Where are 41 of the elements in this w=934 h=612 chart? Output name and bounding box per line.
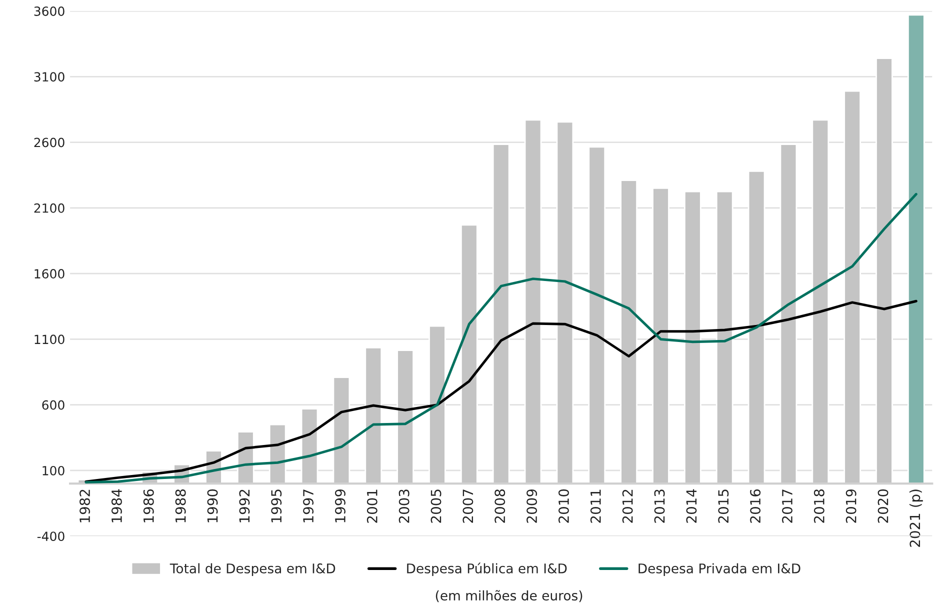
x-tick-label: 2021 (p) (909, 490, 923, 547)
x-tick-label: 1990 (207, 489, 218, 522)
x-tick-label: 2013 (654, 490, 665, 523)
x-tick-label: 2017 (782, 490, 792, 523)
y-tick-label: 1600 (34, 269, 64, 278)
x-tick-label: 1982 (80, 490, 90, 522)
x-tick-label: 2007 (462, 490, 474, 523)
x-tick-label: 2009 (526, 489, 538, 523)
x-tick-label: 1986 (143, 489, 154, 522)
y-tick-label: 2100 (34, 203, 64, 213)
legend-label: Total de Despesa em I&D (170, 563, 336, 576)
x-tick-label: 1984 (111, 489, 122, 522)
legend-label: Despesa Privada em I&D (638, 563, 800, 576)
y-tick-label: 100 (42, 466, 64, 476)
y-tick-label: 2600 (34, 138, 64, 148)
y-tick-label: 600 (42, 400, 64, 410)
y-tick-label: 1100 (34, 334, 64, 344)
x-tick-label: 2015 (718, 490, 729, 523)
x-tick-label: 2012 (622, 490, 633, 523)
x-tick-label: 2010 (558, 489, 569, 523)
x-tick-label: 2005 (430, 490, 442, 523)
x-tick-label: 2016 (750, 489, 761, 523)
x-tick-label: 2014 (686, 489, 697, 523)
x-tick-label: 1992 (239, 490, 250, 522)
x-tick-label: 2008 (494, 489, 506, 523)
x-tick-label: 2003 (398, 490, 410, 523)
x-tick-label: 1999 (334, 489, 346, 522)
y-tick-label: -400 (37, 532, 64, 542)
bar (907, 14, 925, 484)
x-tick-label: 2011 (590, 490, 601, 523)
x-tick-label: 1988 (175, 489, 186, 522)
x-tick-label: 2020 (878, 489, 888, 523)
legend-label: Despesa Pública em I&D (407, 562, 567, 576)
x-tick-label: 1997 (303, 490, 314, 522)
y-tick-label: 3600 (34, 6, 64, 16)
x-tick-label: 1995 (271, 490, 282, 522)
x-tick-label: 2018 (814, 489, 824, 523)
text: (em milhões de euros) (436, 590, 582, 602)
y-tick-label: 3100 (34, 72, 64, 82)
x-tick-label: 2019 (846, 489, 856, 523)
x-tick-label: 2001 (366, 490, 378, 523)
